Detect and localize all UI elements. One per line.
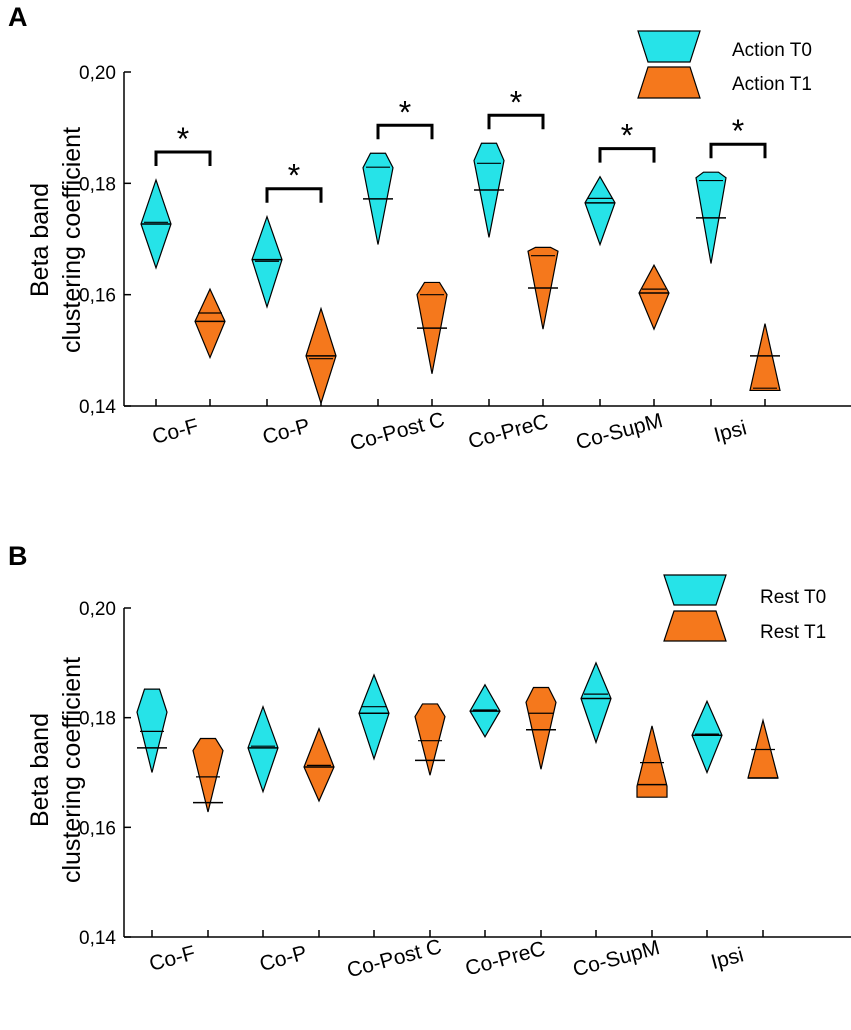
- significance-star: *: [177, 121, 189, 157]
- y-tick-label: 0,14: [79, 928, 116, 949]
- x-tick-label: Co-SupM: [571, 936, 663, 981]
- significance-star: *: [399, 94, 411, 130]
- violin-t1: [749, 323, 781, 392]
- panel-label-b: B: [8, 541, 28, 571]
- y-axis-label-line2: clustering coefficient: [58, 127, 86, 353]
- x-tick-label: Co-PreC: [466, 410, 551, 453]
- y-tick-label: 0,14: [79, 397, 116, 418]
- violin-t1: [638, 263, 670, 331]
- legend-label-t1: Rest T1: [760, 622, 826, 643]
- violin-t1: [636, 725, 668, 798]
- significance-bracket: [265, 187, 323, 203]
- significance-star: *: [510, 84, 522, 120]
- significance-star: *: [288, 158, 300, 194]
- x-tick-label: Co-F: [150, 415, 201, 449]
- y-axis-label-line1: Beta band: [26, 183, 54, 297]
- violin-t1: [414, 703, 446, 776]
- y-tick-label: 0,16: [79, 818, 116, 839]
- violin-t0: [358, 673, 390, 761]
- y-tick-label: 0,18: [79, 709, 116, 730]
- violin-t0: [247, 704, 279, 794]
- x-tick-label: Co-Post C: [348, 408, 448, 455]
- legend-swatch-t0: [663, 574, 727, 606]
- y-axis-label-line1: Beta band: [26, 713, 54, 827]
- panel-label-a: A: [8, 2, 28, 32]
- legend-label-t0: Action T0: [732, 40, 812, 61]
- significance-bracket: [154, 150, 212, 166]
- significance-bracket: [487, 113, 545, 130]
- violin-t1: [194, 287, 226, 360]
- legend-swatch-t1: [663, 610, 727, 642]
- y-axis-label-line2: clustering coefficient: [58, 657, 86, 883]
- violin-t0: [691, 699, 723, 775]
- legend: Action T0 Action T1: [637, 30, 812, 99]
- significance-bracket: [598, 147, 656, 163]
- legend-swatch-t0: [637, 30, 701, 63]
- legend-label-t1: Action T1: [732, 74, 812, 95]
- significance-star: *: [732, 113, 744, 149]
- x-tick-label: Co-F: [147, 942, 198, 976]
- y-tick-label: 0,20: [79, 599, 116, 620]
- x-tick-label: Co-P: [260, 414, 312, 449]
- y-tick-label: 0,18: [79, 174, 116, 195]
- violin-t0: [584, 175, 616, 247]
- y-tick-label: 0,16: [79, 286, 116, 307]
- x-tick-label: Co-Post C: [345, 935, 445, 982]
- violin-t1: [525, 686, 557, 770]
- panel-b: B Beta band clustering coefficient Rest …: [8, 541, 851, 982]
- legend-label-t0: Rest T0: [760, 587, 826, 608]
- x-tick-label: Co-PreC: [463, 937, 548, 980]
- x-tick-label: Co-P: [257, 941, 309, 976]
- significance-bracket: [376, 123, 434, 140]
- y-tick-label: 0,20: [79, 63, 116, 84]
- legend-swatch-t1: [637, 66, 701, 99]
- violin-t1: [192, 737, 224, 813]
- legend: Rest T0 Rest T1: [663, 574, 826, 643]
- x-tick-label: Ipsi: [709, 943, 747, 974]
- violin-t0: [580, 661, 612, 745]
- significance-bracket: [709, 142, 767, 159]
- x-tick-label: Co-SupM: [574, 409, 666, 454]
- panel-a: A Beta band clustering coefficient Actio…: [8, 2, 851, 455]
- x-tick-label: Ipsi: [712, 416, 750, 447]
- significance-star: *: [621, 118, 633, 154]
